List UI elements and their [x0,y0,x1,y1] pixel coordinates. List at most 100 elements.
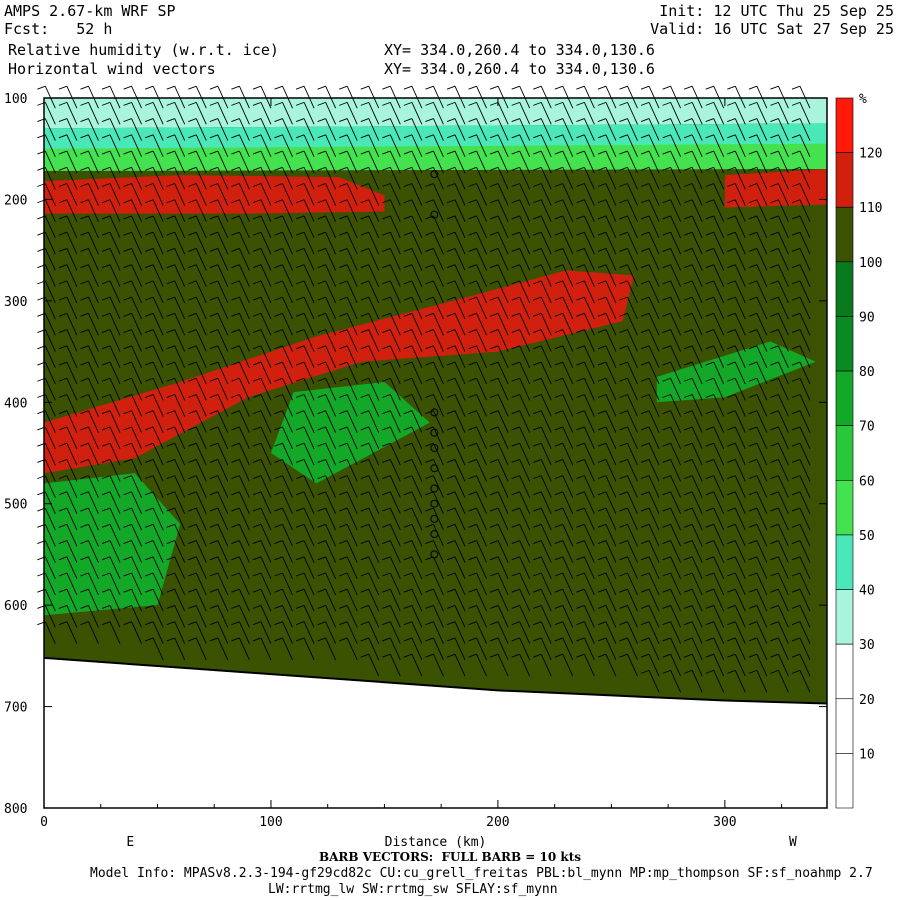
wind-barb [339,637,358,661]
wind-barb [166,183,186,206]
wind-barb [382,475,401,498]
wind-barb [274,410,293,433]
wind-barb [489,280,509,304]
wind-barb [295,588,315,612]
wind-barb [489,491,509,515]
wind-barb [446,507,466,531]
wind-barb [770,426,789,450]
wind-barb [554,377,574,401]
wind-barb [597,329,617,352]
wind-barb [101,572,121,596]
wind-barb [597,475,617,498]
wind-barb [339,134,358,158]
wind-barb [295,150,315,174]
wind-barb [770,118,789,141]
wind-barb [533,296,552,320]
wind-barb [748,85,768,109]
wind-barb [791,345,811,368]
wind-barb [770,621,789,644]
wind-barb [144,118,164,141]
wind-barb [231,248,250,271]
wind-barb [382,134,401,158]
wind-barb [640,345,660,368]
wind-barb [58,540,78,563]
wind-barb [425,183,444,206]
wind-barb [511,118,531,141]
wind-barb [597,572,617,596]
wind-barb [511,199,531,222]
wind-barb [101,345,121,368]
wind-barb [425,280,444,304]
wind-barb [489,377,509,401]
wind-barb [403,345,423,368]
wind-barb [770,150,789,174]
wind-barb [231,150,250,174]
wind-barb [791,199,811,222]
wind-barb [403,312,423,336]
wind-barb [166,442,186,466]
wind-barb [360,312,380,336]
wind-barb [425,329,444,352]
wind-barb [705,150,725,174]
wind-barb [791,588,811,612]
wind-barb [662,605,682,628]
wind-barb [80,150,99,174]
wind-barb [662,101,682,125]
wind-barb [511,540,531,563]
wind-barb [640,621,660,644]
wind-barb [727,215,746,239]
wind-barb [640,442,660,466]
wind-barb [640,540,660,563]
wind-barb [274,540,293,563]
wind-barb [403,621,423,644]
wind-barb [339,215,358,239]
wind-barb [166,166,186,190]
wind-barb [446,85,466,109]
wind-barb [144,85,164,109]
wind-barb [770,507,789,531]
wind-barb [791,572,811,596]
wind-barb [511,637,531,661]
wind-barb [748,134,768,158]
wind-barb [662,572,682,596]
wind-barb [252,280,272,304]
wind-barb [274,588,293,612]
wind-barb [446,491,466,515]
wind-barb [727,248,746,271]
wind-barb [684,653,703,677]
wind-barb [748,669,768,693]
wind-barb [382,572,401,596]
wind-barb [144,410,164,433]
wind-barb [360,296,380,320]
wind-barb [144,280,164,304]
wind-barb [188,377,207,401]
y-axis-label: Pressure (hPa) [29,398,44,508]
colorbar-label: 30 [859,638,875,653]
wind-barb [576,361,595,385]
forecast-hour: Fcst: 52 h [4,20,113,38]
wind-barb [468,637,487,661]
wind-barb [144,588,164,612]
wind-barb [403,215,423,239]
rh-contour-2 [44,270,635,474]
model-title: AMPS 2.67-km WRF SP [4,2,176,20]
wind-barb [770,361,789,385]
wind-barb [533,556,552,579]
wind-barb [684,312,703,336]
wind-barb [727,118,746,141]
wind-barb [791,215,811,239]
wind-barb [533,523,552,547]
cross-section-xy-rh: XY= 334.0,260.4 to 334.0,130.6 [384,41,655,59]
wind-barb [425,621,444,644]
wind-barb [166,361,186,385]
wind-barb [446,621,466,644]
wind-barb [597,653,617,677]
wind-barb [446,588,466,612]
wind-barb [619,215,638,239]
wind-barb [58,361,78,385]
wind-barb [101,410,121,433]
wind-barb [554,556,574,579]
wind-barb [705,199,725,222]
wind-barb [554,588,574,612]
wind-barb [339,540,358,563]
